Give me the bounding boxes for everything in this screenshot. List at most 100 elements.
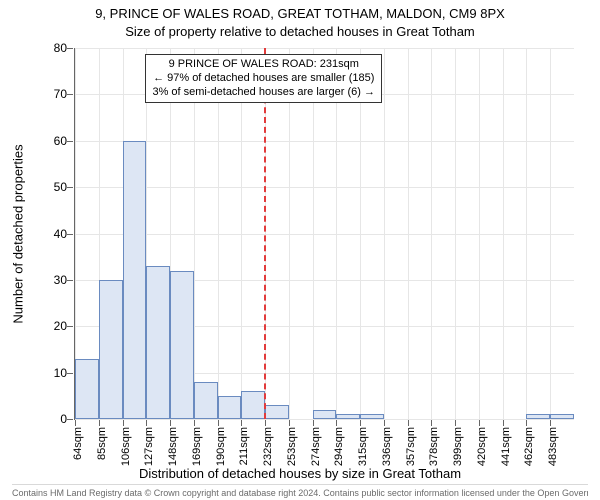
x-tick	[218, 420, 219, 426]
x-tick	[408, 420, 409, 426]
gridline-v	[194, 48, 195, 419]
x-tick-label: 232sqm	[262, 427, 274, 466]
y-tick-label: 10	[54, 366, 67, 380]
plot-area: 0102030405060708064sqm85sqm106sqm127sqm1…	[74, 48, 574, 420]
gridline-v	[289, 48, 290, 419]
gridline-v	[479, 48, 480, 419]
x-tick-label: 64sqm	[72, 427, 84, 460]
y-tick-label: 0	[60, 412, 67, 426]
x-tick	[289, 420, 290, 426]
x-tick-label: 357sqm	[405, 427, 417, 466]
x-tick	[99, 420, 100, 426]
y-tick-label: 30	[54, 273, 67, 287]
gridline-h	[75, 234, 574, 235]
gridline-h	[75, 187, 574, 188]
x-tick	[194, 420, 195, 426]
x-tick	[146, 420, 147, 426]
gridline-v	[218, 48, 219, 419]
annotation-box: 9 PRINCE OF WALES ROAD: 231sqm← 97% of d…	[145, 54, 382, 103]
figure: 9, PRINCE OF WALES ROAD, GREAT TOTHAM, M…	[0, 0, 600, 500]
x-tick-label: 211sqm	[238, 427, 250, 465]
histogram-bar	[146, 266, 170, 419]
x-tick-label: 483sqm	[547, 427, 559, 466]
y-axis-label: Number of detached properties	[11, 144, 26, 323]
histogram-bar	[265, 405, 289, 419]
x-axis-label: Distribution of detached houses by size …	[0, 466, 600, 481]
x-tick	[123, 420, 124, 426]
histogram-bar	[99, 280, 123, 419]
histogram-bar	[336, 414, 360, 419]
gridline-v	[241, 48, 242, 419]
x-tick-label: 106sqm	[120, 427, 132, 466]
x-tick	[241, 420, 242, 426]
x-tick	[431, 420, 432, 426]
gridline-h	[75, 141, 574, 142]
gridline-v	[408, 48, 409, 419]
chart-supertitle: 9, PRINCE OF WALES ROAD, GREAT TOTHAM, M…	[0, 6, 600, 21]
x-tick-label: 127sqm	[143, 427, 155, 466]
y-tick	[67, 326, 73, 327]
x-tick-label: 274sqm	[310, 427, 322, 466]
x-tick	[313, 420, 314, 426]
x-tick-label: 294sqm	[333, 427, 345, 466]
histogram-bar	[123, 141, 147, 419]
chart-title: Size of property relative to detached ho…	[0, 24, 600, 39]
x-tick-label: 85sqm	[96, 427, 108, 460]
y-tick	[67, 141, 73, 142]
y-tick-label: 20	[54, 319, 67, 333]
y-tick-label: 70	[54, 87, 67, 101]
gridline-v	[336, 48, 337, 419]
histogram-bar	[526, 414, 550, 419]
histogram-bar	[313, 410, 337, 419]
y-tick	[67, 373, 73, 374]
footer-text: Contains HM Land Registry data © Crown c…	[12, 488, 588, 498]
gridline-v	[313, 48, 314, 419]
y-tick	[67, 280, 73, 281]
x-tick-label: 336sqm	[381, 427, 393, 466]
y-tick-label: 60	[54, 134, 67, 148]
x-tick	[170, 420, 171, 426]
x-tick	[526, 420, 527, 426]
y-tick	[67, 94, 73, 95]
gridline-v	[526, 48, 527, 419]
gridline-h	[75, 419, 574, 420]
y-tick-label: 40	[54, 227, 67, 241]
x-tick-label: 420sqm	[476, 427, 488, 466]
y-tick	[67, 187, 73, 188]
histogram-bar	[241, 391, 265, 419]
gridline-v	[431, 48, 432, 419]
y-tick	[67, 234, 73, 235]
x-tick-label: 148sqm	[167, 427, 179, 466]
annotation-line: ← 97% of detached houses are smaller (18…	[152, 72, 375, 86]
y-tick	[67, 419, 73, 420]
reference-line	[264, 48, 266, 419]
x-tick	[550, 420, 551, 426]
histogram-bar	[194, 382, 218, 419]
footer: Contains HM Land Registry data © Crown c…	[12, 484, 588, 500]
x-tick-label: 378sqm	[428, 427, 440, 466]
x-tick	[75, 420, 76, 426]
x-tick-label: 462sqm	[523, 427, 535, 466]
annotation-line: 3% of semi-detached houses are larger (6…	[152, 86, 375, 100]
gridline-h	[75, 48, 574, 49]
x-tick	[336, 420, 337, 426]
x-tick-label: 190sqm	[215, 427, 227, 466]
x-tick	[360, 420, 361, 426]
histogram-bar	[170, 271, 194, 419]
gridline-v	[360, 48, 361, 419]
x-tick	[503, 420, 504, 426]
x-tick-label: 399sqm	[452, 427, 464, 466]
x-tick-label: 169sqm	[191, 427, 203, 466]
gridline-v	[550, 48, 551, 419]
gridline-v	[455, 48, 456, 419]
gridline-v	[384, 48, 385, 419]
histogram-bar	[75, 359, 99, 419]
y-tick-label: 80	[54, 41, 67, 55]
y-tick-label: 50	[54, 180, 67, 194]
histogram-bar	[218, 396, 242, 419]
gridline-v	[503, 48, 504, 419]
x-tick	[479, 420, 480, 426]
histogram-bar	[360, 414, 384, 419]
x-tick	[455, 420, 456, 426]
histogram-bar	[550, 414, 574, 419]
